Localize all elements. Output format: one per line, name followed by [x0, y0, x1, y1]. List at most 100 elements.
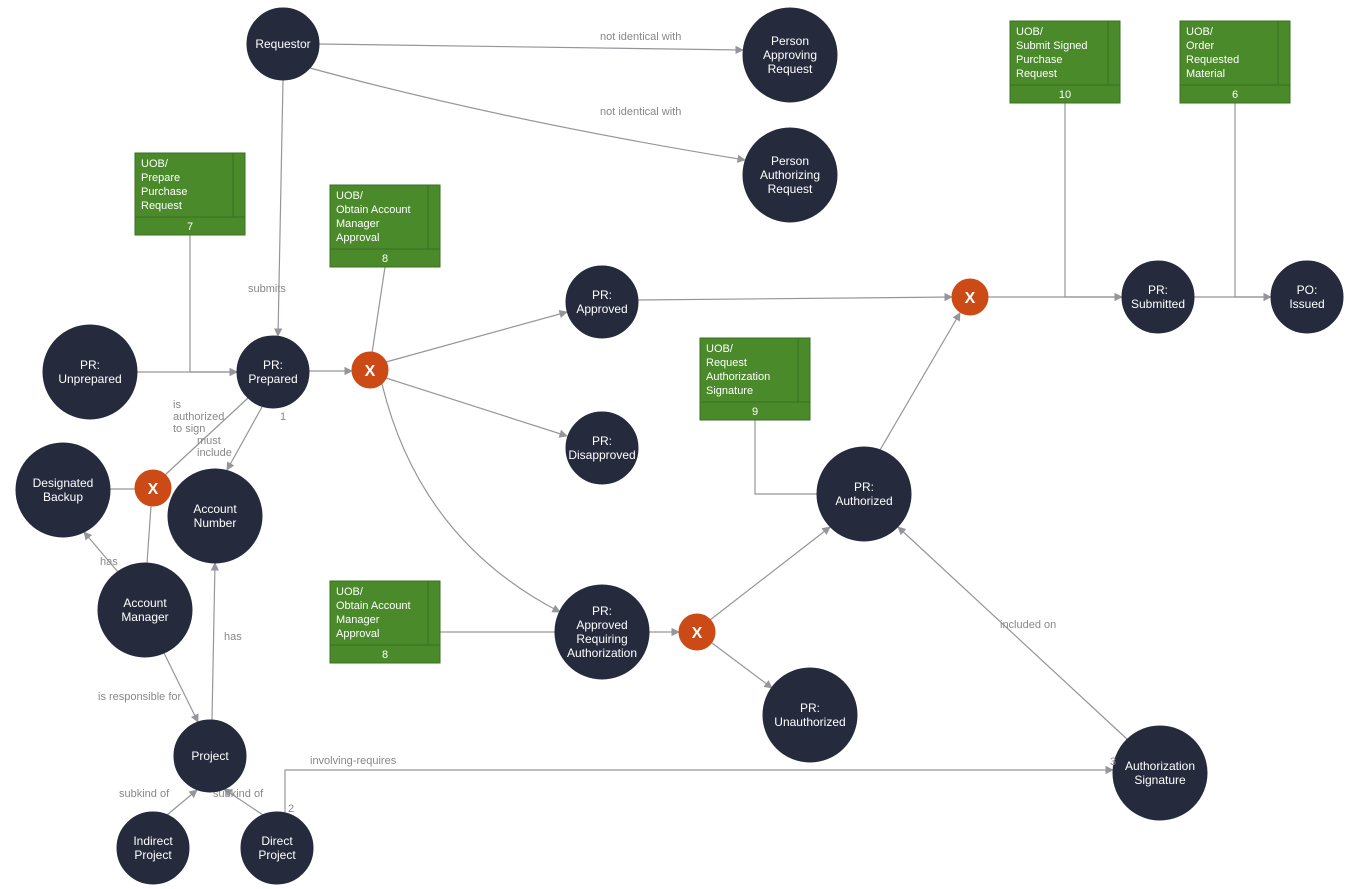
- node-label: Authorization: [567, 646, 637, 660]
- edge: [212, 563, 215, 720]
- node-label: PO:: [1297, 283, 1318, 297]
- node-label: Authorization: [1125, 759, 1195, 773]
- edge-label: authorized: [173, 411, 224, 423]
- node-label: Request: [768, 182, 813, 196]
- edge: [712, 643, 772, 688]
- node-pr_prepared: PR:Prepared: [237, 336, 309, 408]
- edge-label: has: [100, 556, 118, 568]
- node-label: PR:: [263, 358, 283, 372]
- edge-label: included on: [1000, 619, 1056, 631]
- uob-text: Material: [1186, 68, 1225, 80]
- node-pr_submitted: PR:Submitted: [1122, 261, 1194, 333]
- node-direct_project: DirectProject: [241, 812, 313, 884]
- uob-number: 9: [752, 406, 758, 418]
- node-label: Submitted: [1131, 297, 1185, 311]
- edge-label: involving-requires: [310, 755, 397, 767]
- node-label: Disapproved: [568, 448, 635, 462]
- uob-text: Authorization: [706, 371, 770, 383]
- node-pr_authorized: PR:Authorized: [817, 447, 911, 541]
- gateway-label: X: [965, 290, 976, 307]
- uob-text: Obtain Account: [336, 204, 411, 216]
- uob-text: Purchase: [1016, 54, 1062, 66]
- gateway-label: X: [148, 481, 159, 498]
- edge-label: is responsible for: [98, 691, 181, 703]
- node-po_issued: PO:Issued: [1271, 261, 1343, 333]
- node-person_authorizing: PersonAuthorizingRequest: [743, 128, 837, 222]
- edge: [755, 420, 817, 494]
- node-label: Project: [134, 848, 172, 862]
- edge-label: subkind of: [119, 788, 170, 800]
- edge: [638, 297, 952, 300]
- anchor-number: 1: [280, 411, 286, 423]
- node-indirect_project: IndirectProject: [117, 812, 189, 884]
- node-label: Issued: [1289, 297, 1324, 311]
- anchor-number: 2: [288, 803, 294, 815]
- uob-text: Manager: [336, 218, 380, 230]
- edge: [285, 770, 1113, 812]
- edge-label: must: [197, 435, 221, 447]
- node-account_number: AccountNumber: [168, 469, 262, 563]
- edge: [710, 527, 830, 620]
- uob-text: Request: [1016, 68, 1057, 80]
- uob-text: Approval: [336, 628, 379, 640]
- edge: [382, 384, 560, 612]
- node-label: Requestor: [255, 37, 310, 51]
- uob-box: UOB/RequestAuthorizationSignature9: [700, 338, 810, 420]
- edge: [880, 313, 960, 450]
- gateway-label: X: [365, 363, 376, 380]
- node-label: Approved: [576, 302, 627, 316]
- node-pr_unauthorized: PR:Unauthorized: [763, 668, 857, 762]
- node-label: Request: [768, 62, 813, 76]
- edge-label: to sign: [173, 423, 205, 435]
- edge: [278, 80, 283, 336]
- node-pr_unprepared: PR:Unprepared: [43, 325, 137, 419]
- uob-text: Purchase: [141, 186, 187, 198]
- uob-number: 8: [382, 253, 388, 265]
- edge: [190, 235, 237, 372]
- node-project: Project: [174, 720, 246, 792]
- uob-text: Order: [1186, 40, 1214, 52]
- uob-number: 6: [1232, 89, 1238, 101]
- uob-text: Approval: [336, 232, 379, 244]
- uob-box: UOB/Obtain AccountManagerApproval8: [330, 581, 440, 663]
- uob-box: UOB/PreparePurchaseRequest7: [135, 153, 245, 235]
- node-person_approving: PersonApprovingRequest: [743, 8, 837, 102]
- edge: [1235, 103, 1271, 297]
- edge-label: include: [197, 447, 232, 459]
- node-label: PR:: [80, 358, 100, 372]
- uob-text: UOB/: [336, 586, 364, 598]
- node-label: PR:: [592, 604, 612, 618]
- node-label: Account: [123, 596, 167, 610]
- gateway: X: [952, 279, 988, 315]
- uob-text: Submit Signed: [1016, 40, 1088, 52]
- edge: [164, 653, 198, 722]
- uob-text: Request: [706, 357, 747, 369]
- node-label: Unprepared: [58, 372, 121, 386]
- node-label: Authorized: [835, 494, 892, 508]
- uob-box: UOB/OrderRequestedMaterial6: [1180, 21, 1290, 103]
- anchor-number: 3: [1110, 756, 1116, 768]
- node-label: Unauthorized: [774, 715, 845, 729]
- edge: [147, 506, 151, 563]
- uob-box: UOB/Submit SignedPurchaseRequest10: [1010, 21, 1120, 103]
- uob-text: Obtain Account: [336, 600, 411, 612]
- gateway-label: X: [692, 625, 703, 642]
- node-label: Requiring: [576, 632, 627, 646]
- node-label: Person: [771, 154, 809, 168]
- node-label: Project: [258, 848, 296, 862]
- uob-text: UOB/: [1016, 26, 1044, 38]
- uob-number: 7: [187, 221, 193, 233]
- edge-label: not identical with: [600, 106, 681, 118]
- gateway: X: [135, 470, 171, 506]
- node-label: Prepared: [248, 372, 297, 386]
- node-label: Indirect: [133, 834, 173, 848]
- node-label: PR:: [800, 701, 820, 715]
- uob-text: UOB/: [706, 343, 734, 355]
- node-label: Approving: [763, 48, 817, 62]
- node-label: Approved: [576, 618, 627, 632]
- edge-label: submits: [248, 283, 286, 295]
- edge: [1065, 103, 1122, 297]
- edge-label: is: [173, 399, 181, 411]
- node-label: PR:: [592, 434, 612, 448]
- gateway: X: [679, 614, 715, 650]
